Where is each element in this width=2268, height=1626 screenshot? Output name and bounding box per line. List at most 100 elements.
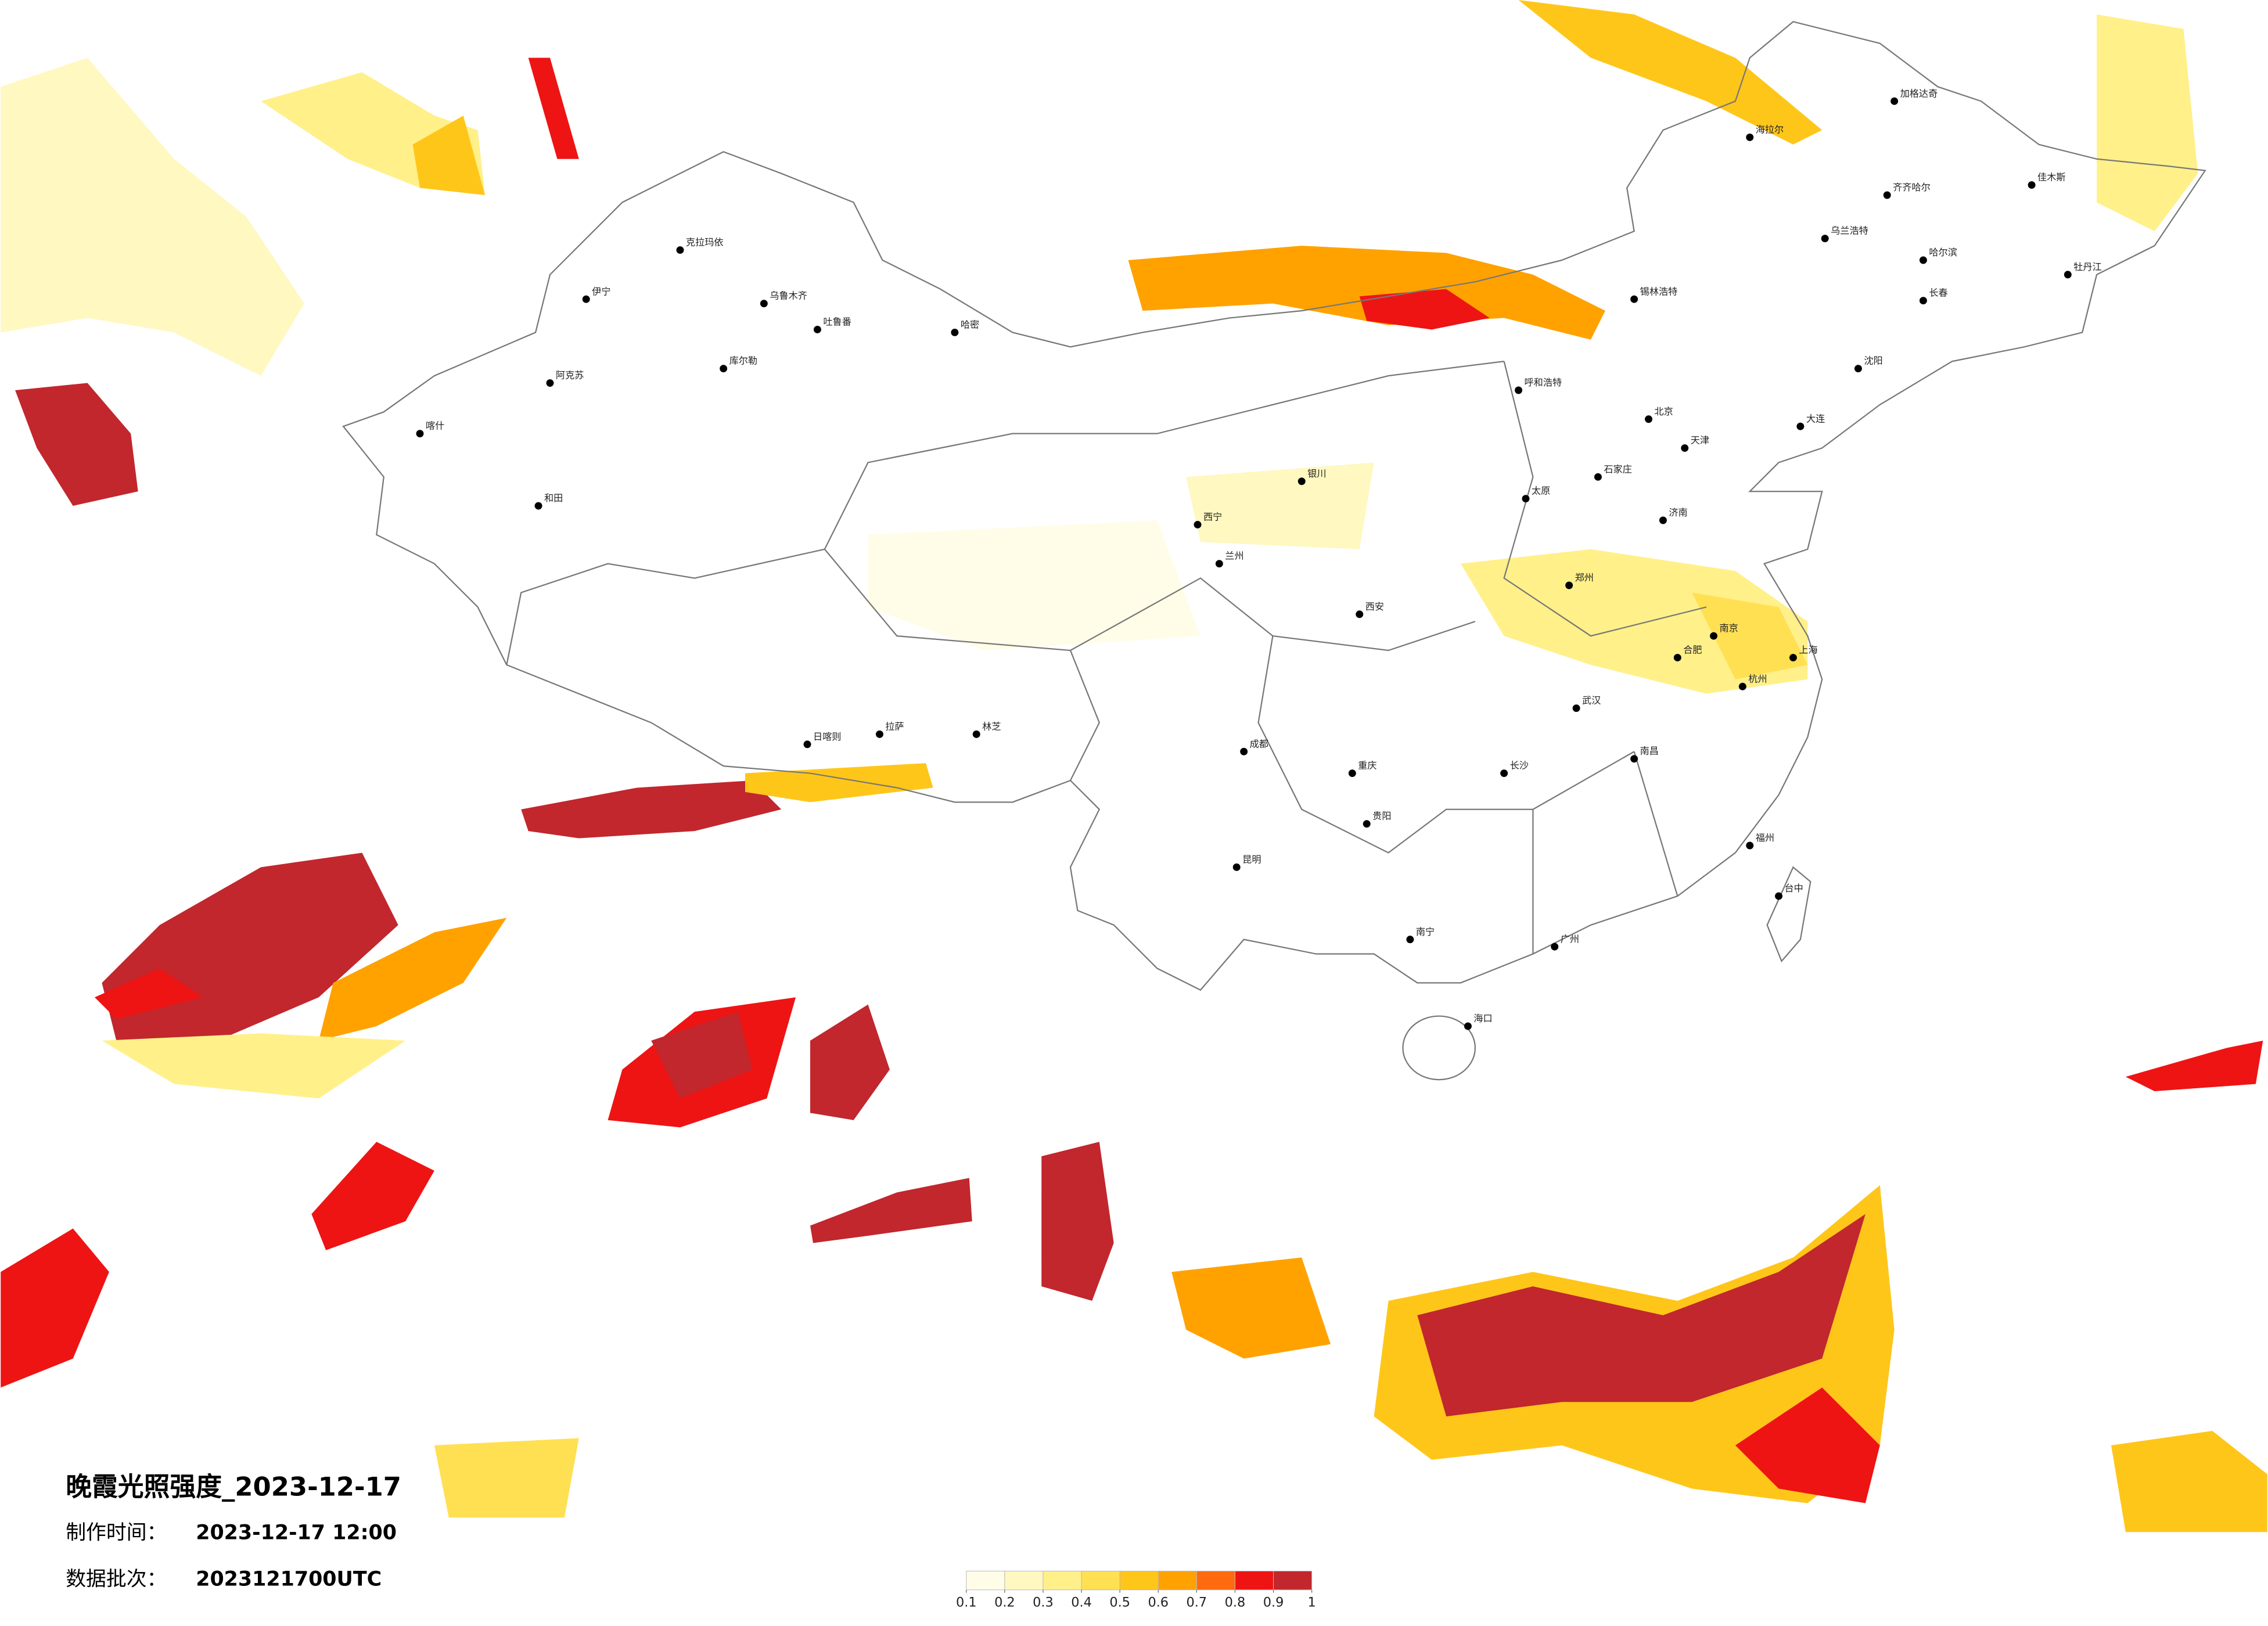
city-dot (1348, 769, 1356, 778)
colorbar-swatch (1158, 1570, 1197, 1591)
field-area (1, 1228, 109, 1388)
city-dot (1500, 769, 1508, 778)
city-dot (1572, 704, 1580, 713)
field-area (528, 57, 579, 159)
field-area (868, 520, 1201, 650)
city-dot (1673, 653, 1681, 661)
intensity-field (1, 0, 2267, 1533)
city-label: 佳木斯 (2037, 172, 2065, 183)
city-label: 南宁 (1416, 926, 1435, 937)
city-label: 南昌 (1640, 746, 1659, 757)
city-label: 济南 (1669, 507, 1687, 518)
field-area (434, 1438, 579, 1518)
city-label: 克拉玛依 (686, 237, 724, 248)
city-dot (875, 730, 883, 738)
field-area (651, 1012, 753, 1099)
colorbar-swatch (1196, 1570, 1235, 1591)
city-dot (1522, 495, 1530, 503)
field-area (412, 116, 485, 195)
city-label: 海口 (1473, 1013, 1492, 1024)
city-dot (972, 730, 980, 738)
field-area (521, 780, 782, 839)
city-dot (534, 502, 542, 510)
colorbar-tick-label: 0.2 (994, 1595, 1015, 1610)
legend: 晚霞光照强度_2023-12-17 制作时间： 2023-12-17 12:00… (66, 1472, 1316, 1610)
colorbar-tick-label: 0.9 (1263, 1595, 1284, 1610)
city-label: 拉萨 (885, 721, 904, 732)
field-area (1460, 549, 1808, 694)
city-label: 天津 (1691, 435, 1709, 446)
city-dot (1919, 256, 1927, 264)
city-label: 重庆 (1358, 760, 1376, 771)
colorbar-swatch (1043, 1570, 1082, 1591)
batch-value: 2023121700UTC (196, 1567, 382, 1591)
city-label: 合肥 (1683, 645, 1702, 656)
city-label: 福州 (1756, 832, 1774, 843)
colorbar-tick-label: 0.6 (1148, 1595, 1169, 1610)
city-dot (813, 325, 821, 333)
colorbar-tick-label: 0.7 (1187, 1595, 1207, 1610)
city-dot (1645, 415, 1653, 423)
colorbar-tick-label: 1 (1308, 1595, 1316, 1610)
city-label: 阿克苏 (556, 370, 584, 381)
city-label: 齐齐哈尔 (1893, 182, 1931, 193)
city-dot (1821, 235, 1829, 243)
city-label: 贵阳 (1372, 811, 1391, 822)
field-area (1, 57, 304, 376)
city-label: 长沙 (1510, 760, 1529, 771)
field-area (1417, 1214, 1866, 1417)
production-label: 制作时间： (66, 1521, 167, 1545)
city-dot (582, 295, 590, 303)
hainan-outline (1402, 1015, 1476, 1081)
city-label: 哈密 (961, 319, 979, 330)
field-area (1041, 1142, 1114, 1301)
city-dot (1681, 444, 1689, 452)
city-dot (1240, 747, 1248, 756)
city-label: 广州 (1561, 933, 1579, 944)
city-dot (1565, 581, 1573, 589)
field-area (2097, 14, 2198, 232)
production-value: 2023-12-17 12:00 (196, 1521, 397, 1545)
city-dot (1363, 820, 1371, 828)
city-dot (720, 365, 728, 373)
field-area (1518, 0, 1823, 145)
city-label: 和田 (544, 492, 563, 503)
colorbar-swatch (1081, 1570, 1120, 1591)
city-label: 杭州 (1748, 673, 1767, 684)
city-label: 太原 (1532, 485, 1550, 497)
city-label: 北京 (1655, 406, 1673, 417)
city-dot (951, 328, 959, 336)
field-area (102, 1033, 406, 1099)
city-dot (1232, 863, 1241, 871)
colorbar-tick-label: 0.4 (1071, 1595, 1092, 1610)
city-label: 加格达奇 (1900, 88, 1938, 99)
city-label: 大连 (1806, 413, 1825, 424)
field-area (1128, 246, 1605, 340)
city-label: 台中 (1785, 883, 1803, 894)
city-dot (803, 740, 811, 749)
city-label: 上海 (1799, 645, 1817, 656)
field-area (311, 1142, 434, 1250)
map-title: 晚霞光照强度_2023-12-17 (66, 1472, 401, 1502)
colorbar-swatch (1119, 1570, 1159, 1591)
city-label: 乌兰浩特 (1831, 225, 1868, 236)
colorbar-swatch (1273, 1570, 1313, 1591)
city-dot (1194, 520, 1202, 528)
city-dot (1775, 892, 1783, 900)
city-label: 郑州 (1575, 572, 1594, 583)
city-label: 南京 (1720, 623, 1738, 634)
city-dot (1215, 560, 1223, 568)
city-label: 哈尔滨 (1929, 247, 1957, 258)
city-dot (2028, 181, 2036, 189)
field-area (15, 383, 138, 506)
taiwan-outline (1766, 866, 1811, 963)
city-dot (1746, 841, 1754, 850)
city-label: 牡丹江 (2073, 261, 2101, 272)
city-dot (1594, 473, 1602, 481)
city-dot (1630, 295, 1638, 303)
city-label: 喀什 (426, 420, 444, 431)
city-dot (1297, 477, 1306, 485)
colorbar-tick-label: 0.8 (1225, 1595, 1246, 1610)
city-label: 日喀则 (813, 731, 841, 742)
